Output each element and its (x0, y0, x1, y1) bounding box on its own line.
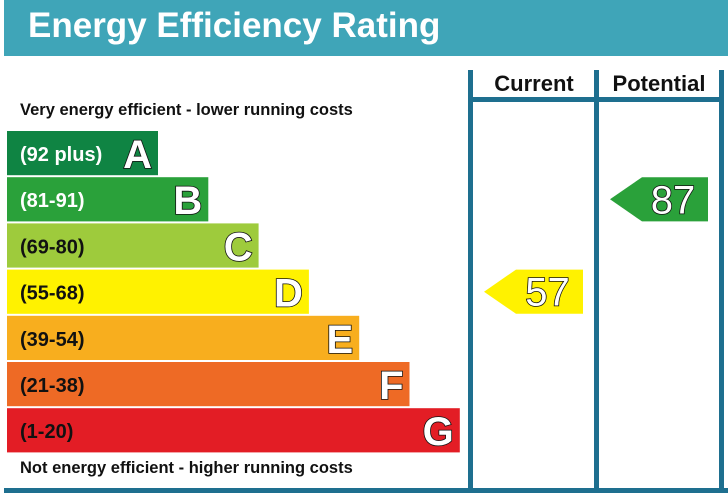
band-a-letter: A (123, 133, 152, 177)
band-f-bar (7, 362, 410, 407)
band-d-bar (7, 269, 309, 314)
band-f-letter: F (379, 364, 403, 408)
band-a-bar (7, 131, 158, 176)
rating-value-current: 57 (525, 271, 570, 315)
frame-divider-right (719, 70, 724, 490)
band-d-letter: D (274, 272, 303, 316)
band-c-letter: C (224, 225, 253, 269)
band-g-range: (1-20) (20, 421, 73, 443)
rating-value-potential: 87 (651, 178, 696, 222)
band-d-range: (55-68) (20, 283, 84, 305)
band-b-range: (81-91) (20, 190, 84, 212)
band-c-bar (7, 223, 259, 268)
frame-header-line (473, 97, 719, 102)
band-c-range: (69-80) (20, 236, 84, 258)
band-g-bar (7, 408, 460, 453)
rating-arrow-current (484, 269, 583, 314)
band-e-bar (7, 315, 360, 360)
band-e-range: (39-54) (20, 329, 84, 351)
band-b-bar (7, 177, 209, 222)
column-header-potential: Potential (613, 71, 706, 96)
caption-bottom: Not energy efficient - higher running co… (20, 459, 353, 477)
chart-title: Energy Efficiency Rating (28, 6, 441, 45)
frame-divider-mid (594, 70, 599, 490)
column-header-current: Current (494, 71, 574, 96)
title-bar: Energy Efficiency Rating (4, 0, 728, 56)
frame-divider-left (468, 70, 473, 490)
band-b-letter: B (173, 179, 202, 223)
band-f-range: (21-38) (20, 375, 84, 397)
caption-top: Very energy efficient - lower running co… (20, 101, 353, 119)
band-g-letter: G (423, 410, 454, 454)
rating-arrow-potential (610, 177, 708, 222)
band-a-range: (92 plus) (20, 144, 102, 166)
band-e-letter: E (327, 318, 354, 362)
frame-bottom-line (4, 488, 728, 493)
